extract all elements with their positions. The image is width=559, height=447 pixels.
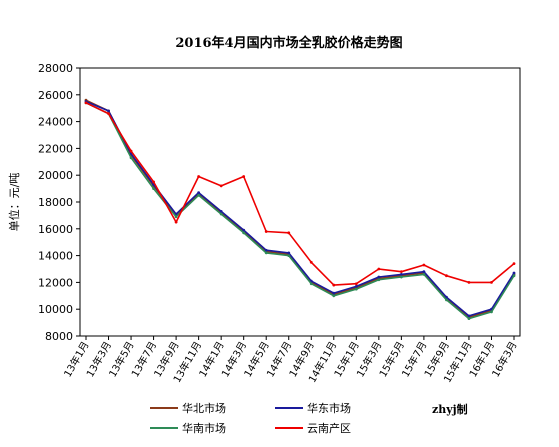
series-point-华东市场 <box>467 314 471 318</box>
series-point-华南市场 <box>197 193 201 197</box>
series-point-云南产区 <box>377 267 381 271</box>
legend-label: 华南市场 <box>182 421 226 435</box>
series-point-云南产区 <box>512 262 516 266</box>
series-point-云南产区 <box>287 231 291 235</box>
y-tick-label: 18000 <box>38 196 73 209</box>
y-tick-label: 16000 <box>38 223 73 236</box>
series-point-云南产区 <box>174 220 178 224</box>
series-point-云南产区 <box>332 283 336 287</box>
series-point-华南市场 <box>174 215 178 219</box>
y-axis: 8000 10000 12000 14000 16000 18000 20000 22000 2… <box>38 62 80 343</box>
series-line-华东市场 <box>85 100 515 317</box>
series-point-华东市场 <box>264 248 268 252</box>
series-layer <box>84 98 516 320</box>
series-point-华东市场 <box>219 209 223 213</box>
series-point-云南产区 <box>152 180 155 184</box>
series-point-华南市场 <box>354 287 358 291</box>
series-point-云南产区 <box>309 260 313 264</box>
series-point-华南市场 <box>129 156 133 160</box>
series-point-华南市场 <box>399 275 403 279</box>
series-point-华东市场 <box>422 270 426 274</box>
series-line-云南产区 <box>85 102 515 286</box>
series-point-云南产区 <box>129 149 133 153</box>
series-point-华南市场 <box>377 278 381 282</box>
series-point-云南产区 <box>445 274 448 278</box>
series-point-华东市场 <box>399 272 403 276</box>
series-point-华东市场 <box>107 109 110 113</box>
series-point-华南市场 <box>512 274 516 278</box>
series-point-云南产区 <box>84 101 88 105</box>
y-tick-label: 10000 <box>38 303 73 316</box>
series-point-云南产区 <box>399 270 403 274</box>
series-point-华南市场 <box>287 254 291 257</box>
legend-label: 云南产区 <box>307 421 351 435</box>
plot-area-frame <box>79 67 521 337</box>
series-point-华东市场 <box>512 271 516 275</box>
x-axis: 13年1月13年3月13年5月13年7月13年9月13年11月14年1月14年3… <box>61 336 520 385</box>
y-axis-label: 单位：元/吨 <box>7 173 21 232</box>
series-point-华东市场 <box>197 191 201 195</box>
chart-title: 2016年4月国内市场全乳胶价格走势图 <box>175 35 402 51</box>
series-point-华南市场 <box>445 298 448 302</box>
series-point-华东市场 <box>354 285 358 288</box>
y-tick-label: 28000 <box>38 62 73 75</box>
series-point-华南市场 <box>467 317 471 320</box>
series-point-华南市场 <box>332 294 336 298</box>
series-point-云南产区 <box>264 230 268 233</box>
y-tick-label: 12000 <box>38 276 73 289</box>
series-point-华东市场 <box>287 251 291 255</box>
series-point-华南市场 <box>309 282 313 286</box>
y-tick-label: 26000 <box>38 89 73 102</box>
series-point-华东市场 <box>377 275 381 279</box>
series-point-华南市场 <box>242 231 246 235</box>
series-point-云南产区 <box>490 281 493 284</box>
series-point-华南市场 <box>264 251 268 255</box>
series-point-华东市场 <box>242 228 246 232</box>
y-tick-label: 22000 <box>38 142 73 155</box>
series-point-华南市场 <box>152 187 155 191</box>
series-point-云南产区 <box>219 184 223 188</box>
series-point-华东市场 <box>332 291 336 295</box>
credit-label: zhyj制 <box>432 402 468 416</box>
series-point-云南产区 <box>422 263 426 267</box>
series-point-云南产区 <box>467 281 471 284</box>
y-tick-label: 20000 <box>38 169 73 182</box>
series-line-华南市场 <box>85 102 515 320</box>
y-tick-label: 24000 <box>38 116 73 129</box>
y-tick-label: 8000 <box>45 330 73 343</box>
series-point-云南产区 <box>107 112 110 115</box>
legend-label: 华北市场 <box>182 401 226 415</box>
series-line-华北市场 <box>85 99 515 319</box>
y-tick-label: 14000 <box>38 250 73 263</box>
series-point-云南产区 <box>354 282 358 286</box>
series-point-华南市场 <box>422 272 426 276</box>
series-point-华南市场 <box>490 310 493 314</box>
series-point-云南产区 <box>242 175 246 178</box>
series-point-华南市场 <box>219 212 223 216</box>
series-point-云南产区 <box>197 175 201 178</box>
legend-label: 华东市场 <box>307 401 351 415</box>
